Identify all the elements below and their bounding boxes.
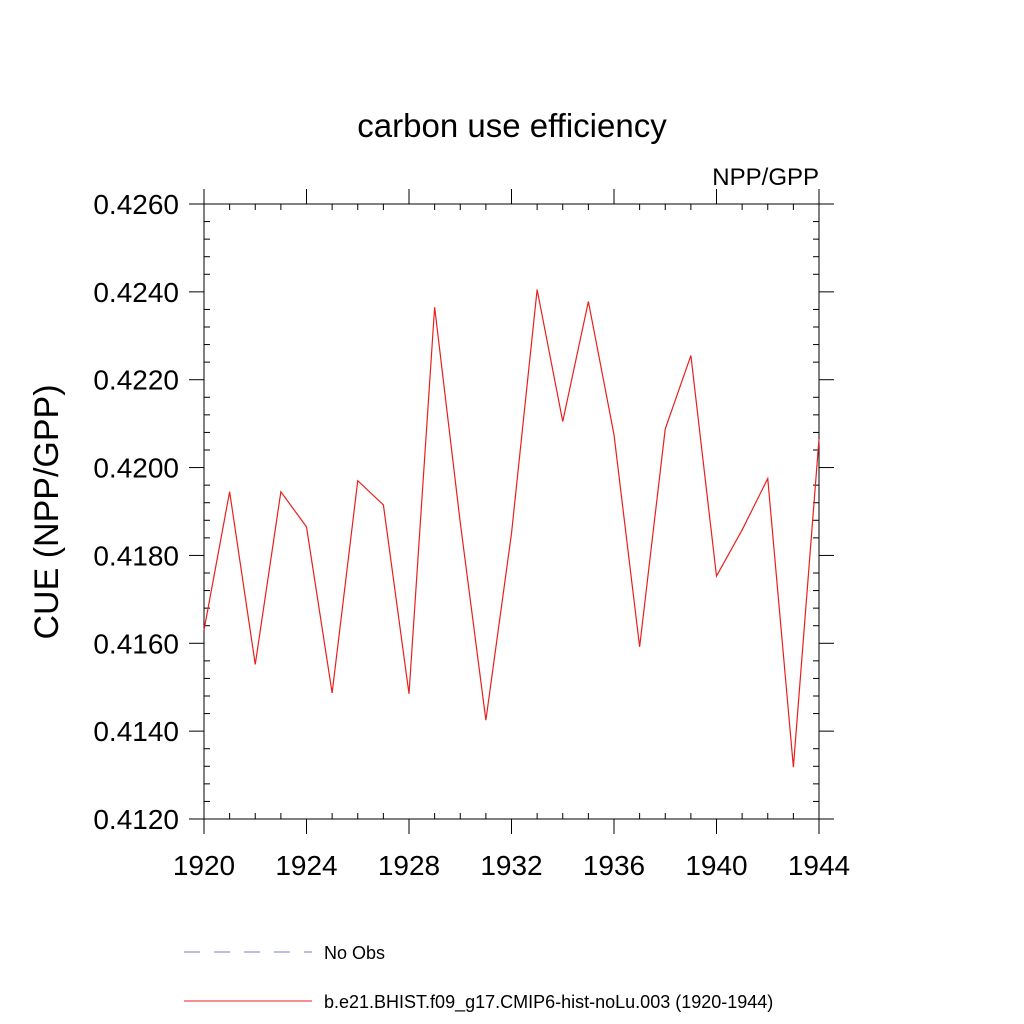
legend-label: b.e21.BHIST.f09_g17.CMIP6-hist-noLu.003 … <box>324 992 773 1013</box>
x-tick-label: 1924 <box>275 850 337 881</box>
x-tick-label: 1944 <box>788 850 850 881</box>
y-tick-label: 0.4180 <box>93 540 179 571</box>
y-tick-label: 0.4120 <box>93 804 179 835</box>
x-tick-label: 1920 <box>173 850 235 881</box>
y-tick-label: 0.4140 <box>93 716 179 747</box>
y-axis-label: CUE (NPP/GPP) <box>28 384 66 639</box>
legend: No Obs b.e21.BHIST.f09_g17.CMIP6-hist-noL… <box>184 943 773 1013</box>
y-tick-label: 0.4200 <box>93 453 179 484</box>
y-tick-label: 0.4220 <box>93 365 179 396</box>
y-tick-label: 0.4240 <box>93 277 179 308</box>
x-tick-label: 1932 <box>480 850 542 881</box>
chart-subtitle: NPP/GPP <box>712 164 819 191</box>
y-tick-label: 0.4260 <box>93 189 179 220</box>
x-tick-label: 1940 <box>685 850 747 881</box>
series-lines <box>203 289 820 768</box>
series-line <box>203 289 820 768</box>
plot-frame <box>203 203 820 820</box>
x-tick-label: 1936 <box>583 850 645 881</box>
axis-ticks: 1920 1924 1928 1932 1936 1940 1944 0.4120 0.4140… <box>93 189 850 881</box>
y-tick-label: 0.4160 <box>93 628 179 659</box>
chart-title: carbon use efficiency <box>357 107 667 144</box>
legend-label: No Obs <box>324 943 385 963</box>
x-tick-label: 1928 <box>378 850 440 881</box>
